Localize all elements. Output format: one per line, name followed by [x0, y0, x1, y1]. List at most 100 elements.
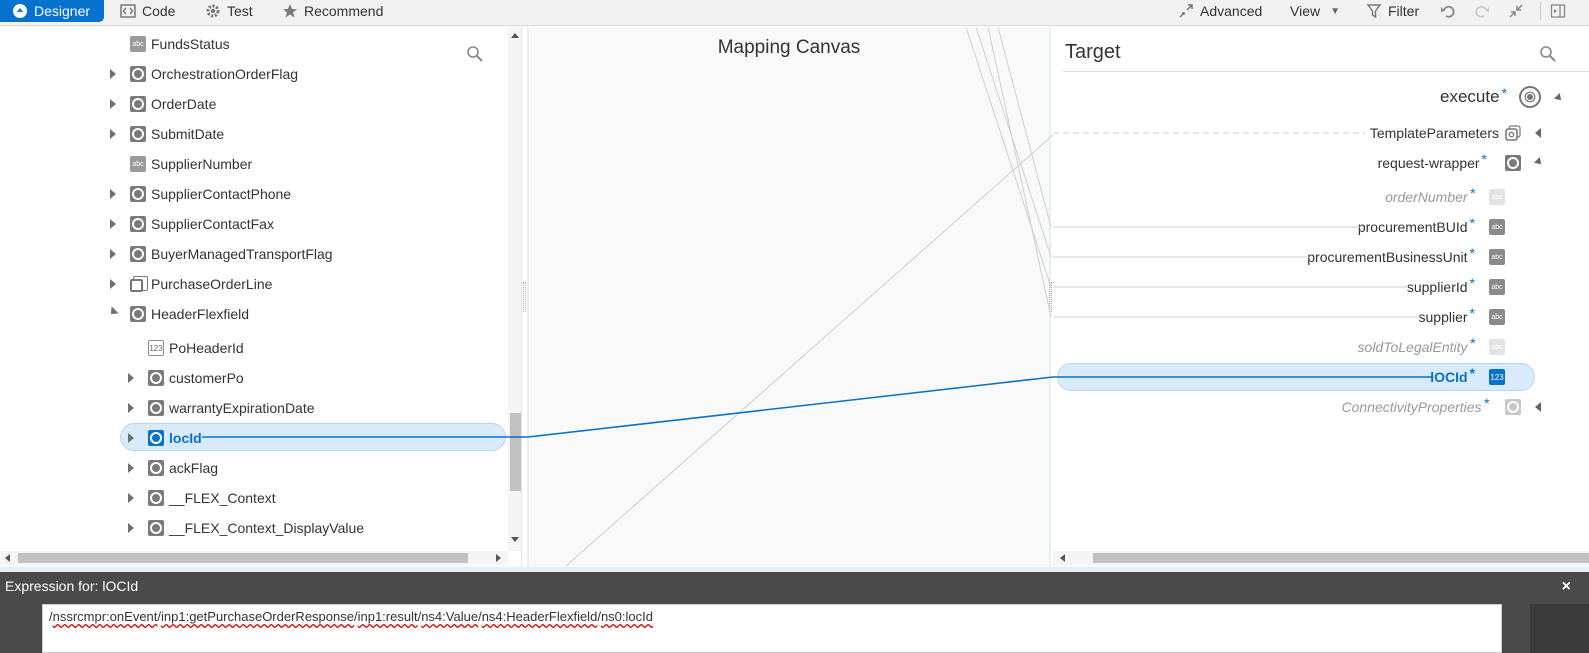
source-tree-row[interactable]: abc SupplierNumber [0, 151, 506, 177]
path-segment: ns4:HeaderFlexfield [481, 609, 598, 624]
redo-button[interactable] [1474, 0, 1490, 22]
expand-arrow-icon[interactable] [128, 493, 134, 503]
source-tree-row[interactable]: HeaderFlexfield [0, 301, 506, 327]
expression-splitter[interactable] [0, 567, 1589, 572]
source-tree-row[interactable]: customerPo [0, 365, 506, 391]
search-icon[interactable] [466, 45, 484, 66]
path-separator: / [353, 609, 358, 624]
path-segment: inp1:result [357, 609, 418, 624]
expand-arrow-icon[interactable] [110, 99, 116, 109]
element-icon [1505, 155, 1521, 171]
expression-input[interactable]: /nssrcmpr:onEvent/inp1:getPurchaseOrderR… [42, 604, 1502, 653]
sequence-icon [1505, 125, 1521, 141]
expand-arrow-icon[interactable] [1535, 128, 1541, 138]
element-icon [130, 186, 146, 202]
expand-arrow-icon[interactable] [110, 129, 116, 139]
target-tree-row[interactable]: ConnectivityProperties * [1341, 395, 1489, 419]
collapse-arrow-icon[interactable] [107, 306, 119, 318]
target-operation-icon [1519, 86, 1541, 108]
source-tree-label: SupplierContactFax [151, 216, 274, 232]
required-marker: * [1483, 395, 1489, 411]
panel-toggle-button[interactable] [1550, 0, 1566, 22]
expand-arrow-icon[interactable] [128, 373, 134, 383]
source-tree-row[interactable]: ackFlag [0, 455, 506, 481]
collapse-arrow-icon[interactable] [1554, 93, 1564, 103]
target-tree-row[interactable]: supplierId * [1407, 275, 1475, 299]
source-tree-row[interactable]: __FLEX_Context [0, 485, 506, 511]
target-tree-row[interactable]: procurementBusinessUnit * [1307, 245, 1475, 269]
source-tree-row[interactable]: PurchaseOrderLine [0, 271, 506, 297]
source-panel: abc FundsStatus OrchestrationOrderFlag Orde… [0, 27, 522, 567]
expand-arrow-icon[interactable] [128, 463, 134, 473]
code-icon [120, 3, 136, 19]
source-tree-label: SubmitDate [151, 126, 225, 142]
undo-button[interactable] [1440, 0, 1456, 22]
source-tree-row[interactable]: SubmitDate [0, 121, 506, 147]
target-tree-row[interactable]: orderNumber * [1385, 185, 1475, 209]
panel-icon [1550, 3, 1566, 19]
tab-designer[interactable]: Designer [0, 0, 104, 22]
path-segment: inp1:getPurchaseOrderResponse [161, 609, 354, 624]
left-resize-grip[interactable] [523, 282, 526, 312]
target-tree-label: supplierId [1406, 279, 1468, 295]
tab-recommend[interactable]: Recommend [282, 0, 383, 22]
expand-arrow-icon[interactable] [128, 433, 134, 443]
target-search-icon[interactable] [1539, 45, 1557, 66]
scroll-up-icon[interactable] [511, 33, 519, 38]
target-tree-row[interactable]: soldToLegalEntity * [1358, 335, 1475, 359]
source-tree-row[interactable]: SupplierContactPhone [0, 181, 506, 207]
target-tree-row[interactable]: TemplateParameters [1370, 121, 1499, 145]
source-tree-row[interactable]: warrantyExpirationDate [0, 395, 506, 421]
source-tree-row[interactable]: BuyerManagedTransportFlag [0, 241, 506, 267]
collapse-button[interactable] [1508, 0, 1524, 22]
expand-arrow-icon[interactable] [128, 523, 134, 533]
tab-code-label: Code [142, 3, 176, 19]
filter-button[interactable]: Filter [1366, 0, 1419, 22]
advanced-button[interactable]: Advanced [1178, 0, 1262, 22]
view-dropdown[interactable]: View ▼ [1290, 0, 1340, 22]
source-tree-label: SupplierContactPhone [151, 186, 292, 202]
expand-arrow-icon[interactable] [128, 403, 134, 413]
target-tree-row[interactable]: request-wrapper * [1378, 151, 1487, 175]
path-separator: / [417, 609, 422, 624]
string-type-icon: abc [130, 36, 146, 52]
source-tree-row[interactable]: OrchestrationOrderFlag [0, 61, 506, 87]
path-separator: / [157, 609, 162, 624]
source-tree-row[interactable]: abc FundsStatus [0, 31, 506, 57]
expand-arrow-icon[interactable] [110, 279, 116, 289]
collapse-arrow-icon[interactable] [1534, 157, 1544, 167]
source-hscroll-thumb[interactable] [18, 553, 468, 563]
filter-label: Filter [1388, 3, 1420, 19]
source-tree-label: SupplierNumber [151, 156, 253, 172]
expand-arrow-icon[interactable] [110, 189, 116, 199]
source-tree-row[interactable]: locId [0, 425, 506, 451]
target-scroll-left-icon[interactable] [1060, 554, 1065, 562]
mapping-canvas[interactable]: Mapping Canvas [527, 27, 1051, 567]
scroll-left-icon[interactable] [5, 554, 10, 562]
scroll-down-icon[interactable] [511, 537, 519, 542]
expand-arrow-icon[interactable] [1535, 402, 1541, 412]
path-segment: nssrcmpr:onEvent [52, 609, 158, 624]
expand-arrow-icon[interactable] [110, 69, 116, 79]
target-hscroll-thumb[interactable] [1093, 553, 1589, 563]
target-tree-row[interactable]: execute * [1440, 85, 1507, 109]
target-tree-row[interactable]: lOCId * [1430, 365, 1475, 389]
tab-test[interactable]: Test [205, 0, 253, 22]
target-tree-row[interactable]: procurementBUId * [1358, 215, 1475, 239]
source-vscroll-thumb[interactable] [510, 413, 521, 491]
source-tree-row[interactable]: 123 PoHeaderId [0, 335, 506, 361]
source-tree-label: ackFlag [169, 460, 219, 476]
scroll-right-icon[interactable] [496, 554, 501, 562]
string-type-icon: abc [1489, 309, 1505, 325]
source-tree-row[interactable]: SupplierContactFax [0, 211, 506, 237]
target-tree-row[interactable]: supplier * [1419, 305, 1475, 329]
path-separator: / [478, 609, 482, 624]
close-icon[interactable]: × [1561, 578, 1571, 595]
redo-icon [1474, 3, 1490, 19]
source-tree-row[interactable]: OrderDate [0, 91, 506, 117]
expand-arrow-icon[interactable] [110, 219, 116, 229]
tab-code[interactable]: Code [120, 0, 175, 22]
source-tree-row[interactable]: __FLEX_Context_DisplayValue [0, 515, 506, 541]
right-resize-grip[interactable] [1049, 282, 1052, 312]
expand-arrow-icon[interactable] [110, 249, 116, 259]
